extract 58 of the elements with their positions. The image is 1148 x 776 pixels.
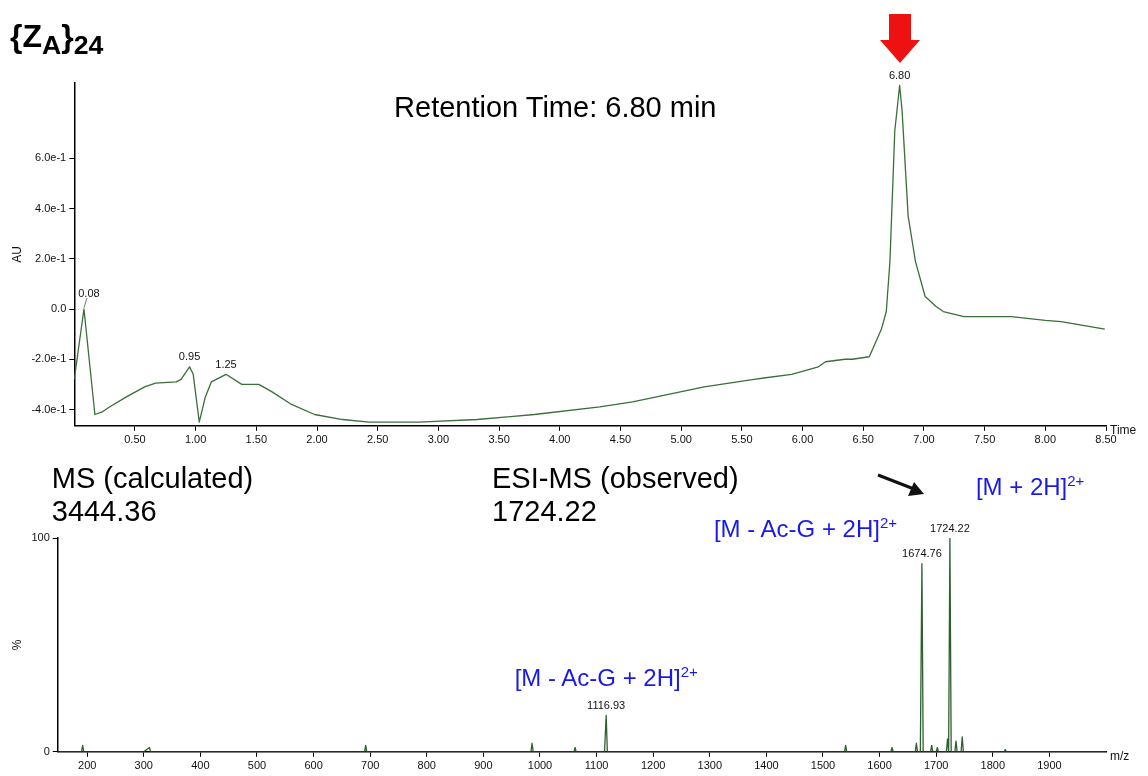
x-tick-label: 1100	[584, 759, 609, 772]
chart-title: {Z$_{A}$}$_{24}$	[10, 18, 104, 62]
annotation: 0.08	[78, 286, 100, 299]
x-tick-label: 200	[78, 759, 97, 772]
x-tick-label: 0.50	[124, 433, 146, 446]
y-tick-label: 0	[43, 744, 50, 757]
x-tick-label: 800	[417, 759, 436, 772]
x-tick-label: 1200	[640, 759, 666, 772]
x-tick-label: 1800	[980, 759, 1006, 772]
y-axis-title: AU	[9, 246, 24, 263]
x-tick-label: 6.50	[852, 433, 874, 446]
text: MS (calculated) 3444.36	[51, 462, 255, 529]
x-tick-label: 400	[191, 759, 210, 772]
x-tick-label: 1500	[810, 759, 836, 772]
x-tick-label: 5.50	[731, 433, 753, 446]
x-tick-label: 600	[304, 759, 323, 772]
y-tick-label: 4.0e-1	[35, 201, 67, 214]
annotation: [M + 2H]$^{2+}$	[975, 472, 1085, 501]
y-tick-label: -2.0e-1	[31, 352, 67, 365]
x-tick-label: 3.00	[427, 433, 450, 446]
x-tick-label: 8.50	[1095, 433, 1117, 446]
annotation: 0.95	[178, 350, 201, 363]
x-tick-label: 1000	[527, 759, 553, 772]
annotation: 6.80	[888, 69, 911, 82]
x-tick-label: 900	[474, 759, 493, 772]
y-tick-label: 2.0e-1	[35, 251, 67, 264]
annotation: 1724.22	[930, 521, 970, 534]
x-tick-label: 1300	[697, 759, 723, 772]
annotation: Retention Time: 6.80 min	[394, 91, 717, 124]
annotation: [M - Ac-G + 2H]$^{2+}$	[514, 663, 698, 693]
annotation: 1674.76	[902, 547, 942, 560]
x-tick-label: 2.00	[306, 433, 328, 446]
y-tick-label: 6.0e-1	[35, 151, 67, 164]
x-tick-label: 1600	[867, 759, 892, 772]
x-tick-label: 1.00	[184, 433, 207, 446]
x-tick-label: 1.50	[245, 433, 268, 446]
x-tick-label: 1400	[754, 759, 779, 772]
y-tick-label: 100	[31, 531, 50, 544]
y-tick-label: -4.0e-1	[31, 402, 67, 415]
x-tick-label: 5.00	[670, 433, 692, 446]
x-tick-label: 2.50	[367, 433, 389, 446]
x-tick-label: 3.50	[488, 433, 510, 446]
x-tick-label: 700	[361, 759, 380, 772]
x-axis-title: m/z	[1110, 749, 1130, 764]
y-tick-label: 0.0	[50, 302, 67, 315]
annotation: 1116.93	[587, 698, 626, 711]
x-tick-label: 4.50	[609, 433, 632, 446]
x-tick-label: 500	[247, 759, 267, 772]
y-axis-title: %	[9, 639, 24, 651]
x-tick-label: 1700	[923, 759, 949, 772]
annotation: 1.25	[215, 357, 237, 370]
x-tick-label: 300	[134, 759, 153, 772]
x-tick-label: 8.00	[1034, 433, 1057, 446]
x-tick-label: 6.00	[791, 433, 814, 446]
x-tick-label: 7.50	[973, 433, 996, 446]
x-tick-label: 7.00	[913, 433, 935, 446]
x-tick-label: 4.00	[549, 433, 571, 446]
x-tick-label: 1900	[1037, 759, 1062, 772]
